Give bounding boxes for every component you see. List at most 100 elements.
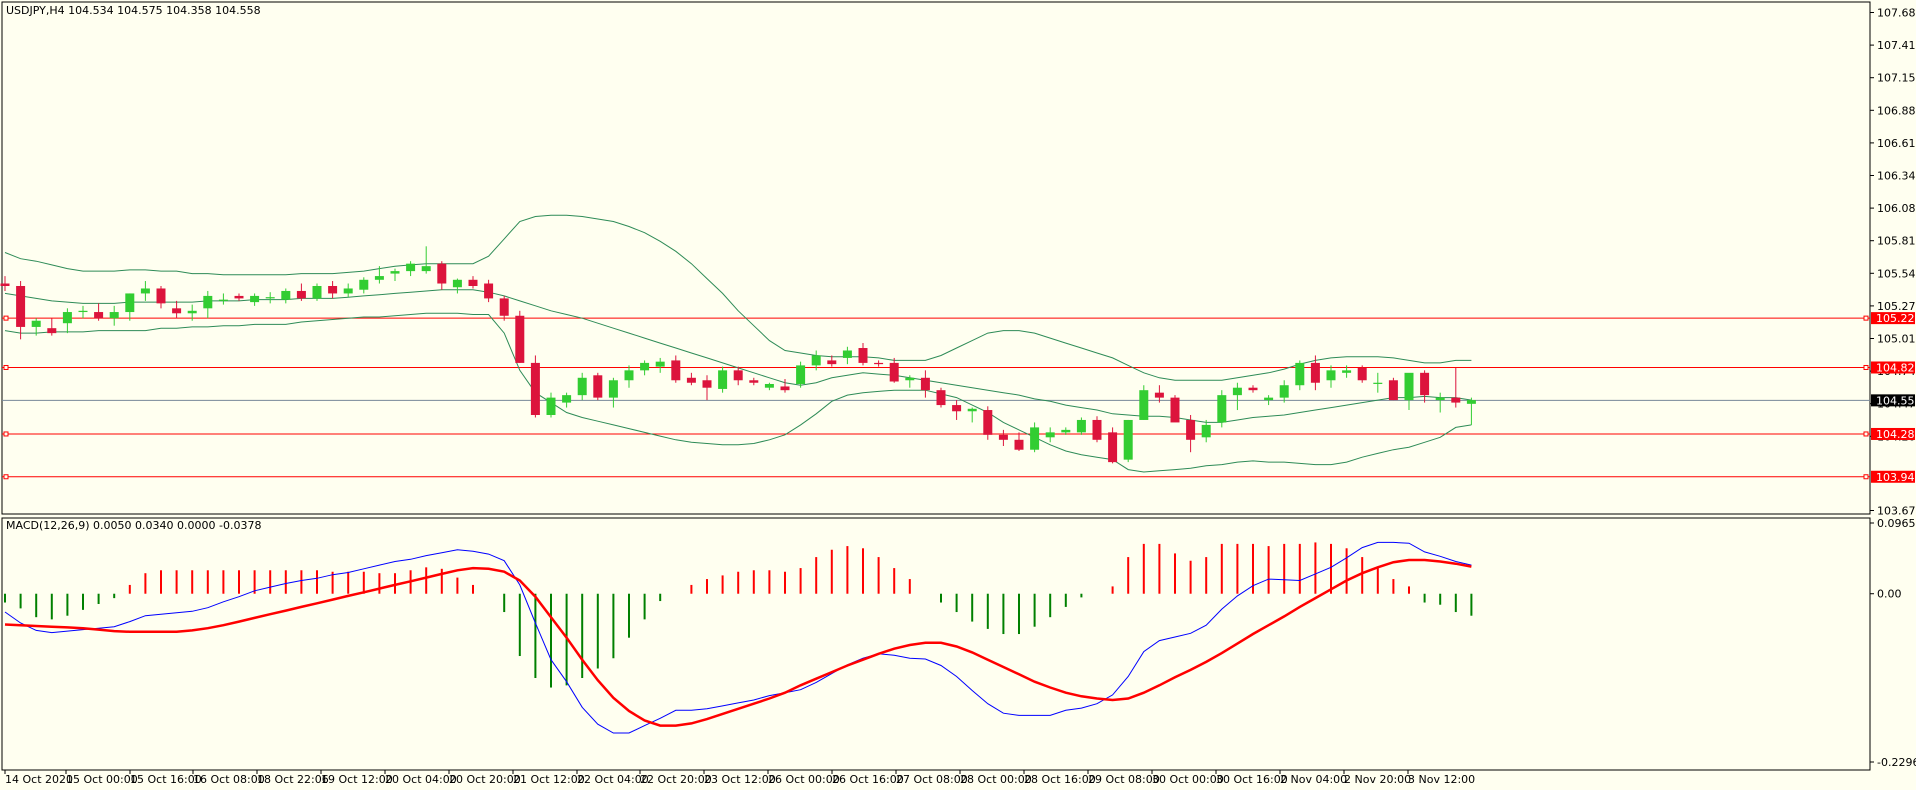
bear-candle[interactable] [780,386,790,391]
bull-candle[interactable] [78,310,88,313]
level-handle-right[interactable] [1863,364,1869,370]
bull-candle[interactable] [218,299,228,301]
level-handle-left[interactable] [3,315,9,321]
bear-candle[interactable] [1451,397,1461,403]
bear-candle[interactable] [1310,362,1320,383]
bear-candle[interactable] [0,283,10,286]
level-handle-left[interactable] [3,431,9,437]
bear-candle[interactable] [515,315,525,363]
bear-candle[interactable] [16,285,26,327]
bear-candle[interactable] [936,390,946,406]
bull-candle[interactable] [1201,424,1211,438]
level-handle-left[interactable] [3,474,9,480]
bear-candle[interactable] [499,298,509,316]
bear-candle[interactable] [1248,387,1258,391]
bull-candle[interactable] [265,297,275,299]
bear-candle[interactable] [437,263,447,284]
bull-candle[interactable] [608,380,618,398]
bull-candle[interactable] [390,271,400,274]
bear-candle[interactable] [1357,367,1367,381]
bear-candle[interactable] [749,380,759,383]
bull-candle[interactable] [374,276,384,280]
bull-candle[interactable] [343,288,353,294]
bear-candle[interactable] [530,362,540,415]
bear-candle[interactable] [172,308,182,314]
bear-candle[interactable] [952,405,962,412]
bull-candle[interactable] [250,295,260,303]
bull-candle[interactable] [562,395,572,403]
bear-candle[interactable] [484,283,494,299]
bull-candle[interactable] [967,408,977,412]
bear-candle[interactable] [1014,439,1024,450]
bull-candle[interactable] [842,350,852,358]
bull-candle[interactable] [577,377,587,396]
bear-candle[interactable] [858,348,868,363]
bull-candle[interactable] [1217,395,1227,423]
bull-candle[interactable] [796,365,806,384]
bull-candle[interactable] [811,355,821,366]
bull-candle[interactable] [406,263,416,272]
bear-candle[interactable] [998,434,1008,440]
bull-candle[interactable] [31,320,41,327]
bull-candle[interactable] [1326,370,1336,381]
price-pane[interactable]: 107.685 107.415 107.150 106.880 106.615 106.3… [0,1,1916,518]
bull-candle[interactable] [140,288,150,294]
bull-candle[interactable] [1295,362,1305,386]
bear-candle[interactable] [47,328,57,334]
bear-candle[interactable] [1108,432,1118,463]
bear-candle[interactable] [686,377,696,383]
bear-candle[interactable] [1388,380,1398,401]
bull-candle[interactable] [312,285,322,299]
bear-candle[interactable] [733,370,743,381]
bull-candle[interactable] [1264,397,1274,401]
bull-candle[interactable] [359,279,369,290]
bull-candle[interactable] [1373,382,1383,384]
bear-candle[interactable] [827,360,837,365]
level-handle-left[interactable] [3,364,9,370]
bear-candle[interactable] [296,290,306,299]
bear-candle[interactable] [983,410,993,435]
bear-candle[interactable] [94,312,104,319]
bull-candle[interactable] [187,310,197,314]
bull-candle[interactable] [62,312,72,324]
bear-candle[interactable] [328,285,338,294]
bear-candle[interactable] [889,362,899,382]
bull-candle[interactable] [421,266,431,272]
bull-candle[interactable] [1061,429,1071,433]
bull-candle[interactable] [281,290,291,300]
bull-candle[interactable] [1466,400,1476,404]
bull-candle[interactable] [905,377,915,381]
bear-candle[interactable] [920,377,930,391]
bull-candle[interactable] [655,361,665,367]
bull-candle[interactable] [1342,370,1352,373]
bull-candle[interactable] [1232,387,1242,396]
bull-candle[interactable] [1123,419,1133,460]
bear-candle[interactable] [702,380,712,388]
level-handle-right[interactable] [1863,474,1869,480]
bear-candle[interactable] [1170,397,1180,423]
bull-candle[interactable] [1045,432,1055,438]
bull-candle[interactable] [1435,397,1445,401]
bull-candle[interactable] [203,295,213,309]
bull-candle[interactable] [546,397,556,415]
bull-candle[interactable] [624,370,634,381]
bull-candle[interactable] [1076,419,1086,433]
bear-candle[interactable] [468,279,478,286]
bull-candle[interactable] [125,293,135,313]
bear-candle[interactable] [1092,419,1102,440]
bull-candle[interactable] [640,362,650,371]
level-handle-right[interactable] [1863,315,1869,321]
bear-candle[interactable] [874,362,884,365]
bear-candle[interactable] [1420,372,1430,396]
bull-candle[interactable] [1279,385,1289,398]
bear-candle[interactable] [671,360,681,381]
bull-candle[interactable] [1030,427,1040,450]
bull-candle[interactable] [1404,372,1414,401]
bull-candle[interactable] [452,279,462,288]
bear-candle[interactable] [1154,392,1164,398]
bull-candle[interactable] [764,383,774,388]
bull-candle[interactable] [1139,390,1149,420]
level-handle-right[interactable] [1863,431,1869,437]
bull-candle[interactable] [109,312,119,319]
